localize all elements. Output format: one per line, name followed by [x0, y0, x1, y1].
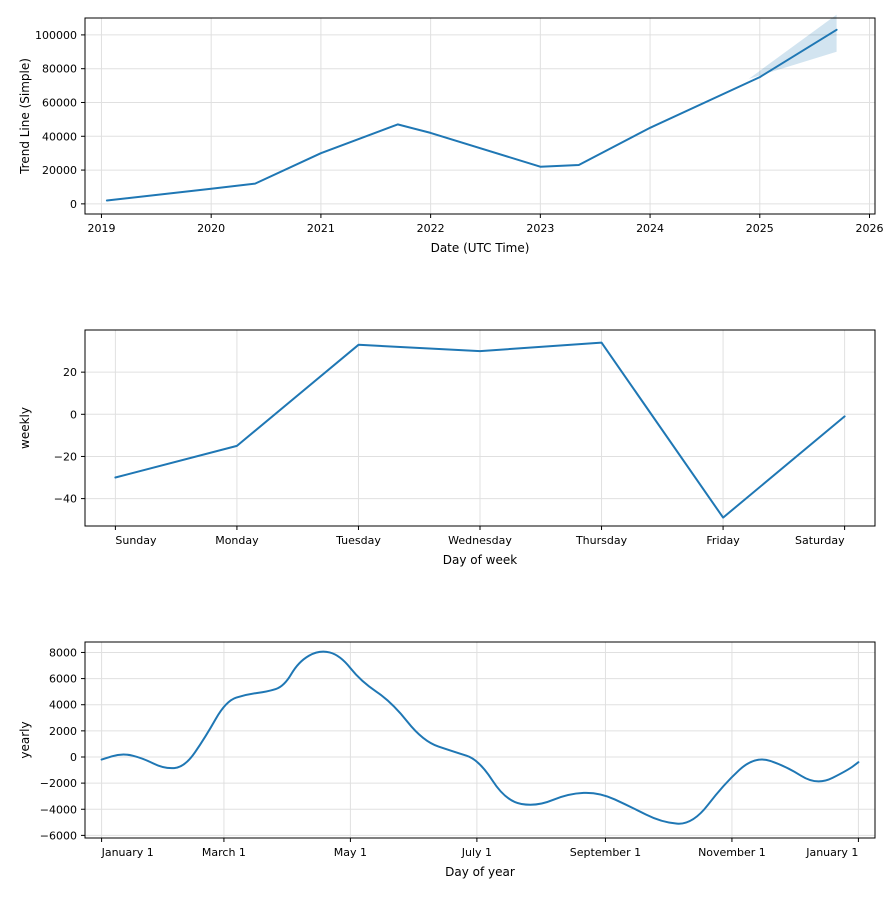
y-tick-label: 8000: [49, 646, 77, 659]
y-tick-label: −40: [54, 493, 77, 506]
x-tick-label: Thursday: [575, 534, 628, 547]
x-tick-label: Tuesday: [335, 534, 381, 547]
x-tick-label: 2020: [197, 222, 225, 235]
x-tick-label: July 1: [461, 846, 492, 859]
y-tick-label: 40000: [42, 130, 77, 143]
y-tick-label: −6000: [40, 829, 77, 842]
y-tick-label: −2000: [40, 777, 77, 790]
x-tick-label: May 1: [334, 846, 367, 859]
x-tick-label: January 1: [101, 846, 154, 859]
y-tick-label: 6000: [49, 673, 77, 686]
data-line: [102, 652, 859, 824]
x-axis-label: Day of week: [443, 553, 517, 567]
y-tick-label: 0: [70, 198, 77, 211]
yearly-chart: January 1 March 1 May 1 July 1 September 1 No…: [10, 634, 879, 888]
y-axis-label: yearly: [18, 721, 32, 758]
y-tick-label: 20000: [42, 164, 77, 177]
x-tick-label: 2024: [636, 222, 664, 235]
x-tick-label: January 1: [805, 846, 858, 859]
uncertainty-band: [749, 15, 837, 79]
y-axis-label: weekly: [18, 407, 32, 449]
y-tick-label: 100000: [35, 29, 77, 42]
trend-chart: 2019202020212022202320242025202602000040…: [10, 10, 879, 264]
chart-stack: 2019202020212022202320242025202602000040…: [10, 10, 879, 888]
x-tick-label: 2023: [526, 222, 554, 235]
x-tick-label: Sunday: [115, 534, 157, 547]
y-tick-label: 60000: [42, 96, 77, 109]
y-tick-label: 0: [70, 751, 77, 764]
x-tick-label: 2022: [417, 222, 445, 235]
x-tick-label: Saturday: [795, 534, 845, 547]
x-tick-label: Wednesday: [448, 534, 512, 547]
x-tick-label: September 1: [570, 846, 641, 859]
x-tick-label: March 1: [202, 846, 246, 859]
y-tick-label: 80000: [42, 63, 77, 76]
y-tick-label: −4000: [40, 803, 77, 816]
y-tick-label: 4000: [49, 699, 77, 712]
y-tick-label: 2000: [49, 725, 77, 738]
x-tick-label: Monday: [215, 534, 259, 547]
x-axis-label: Day of year: [445, 865, 515, 879]
x-tick-label: 2021: [307, 222, 335, 235]
y-axis-label: Trend Line (Simple): [18, 58, 32, 175]
x-tick-label: 2025: [746, 222, 774, 235]
y-tick-label: −20: [54, 450, 77, 463]
x-tick-label: 2026: [856, 222, 884, 235]
data-line: [107, 30, 837, 201]
x-axis-label: Date (UTC Time): [431, 241, 530, 255]
x-tick-label: Friday: [706, 534, 740, 547]
y-tick-label: 20: [63, 366, 77, 379]
x-tick-label: 2019: [87, 222, 115, 235]
weekly-chart: Sunday Monday Tuesday Wednesday Thursday Frid…: [10, 322, 879, 576]
y-tick-label: 0: [70, 408, 77, 421]
x-tick-label: November 1: [698, 846, 766, 859]
